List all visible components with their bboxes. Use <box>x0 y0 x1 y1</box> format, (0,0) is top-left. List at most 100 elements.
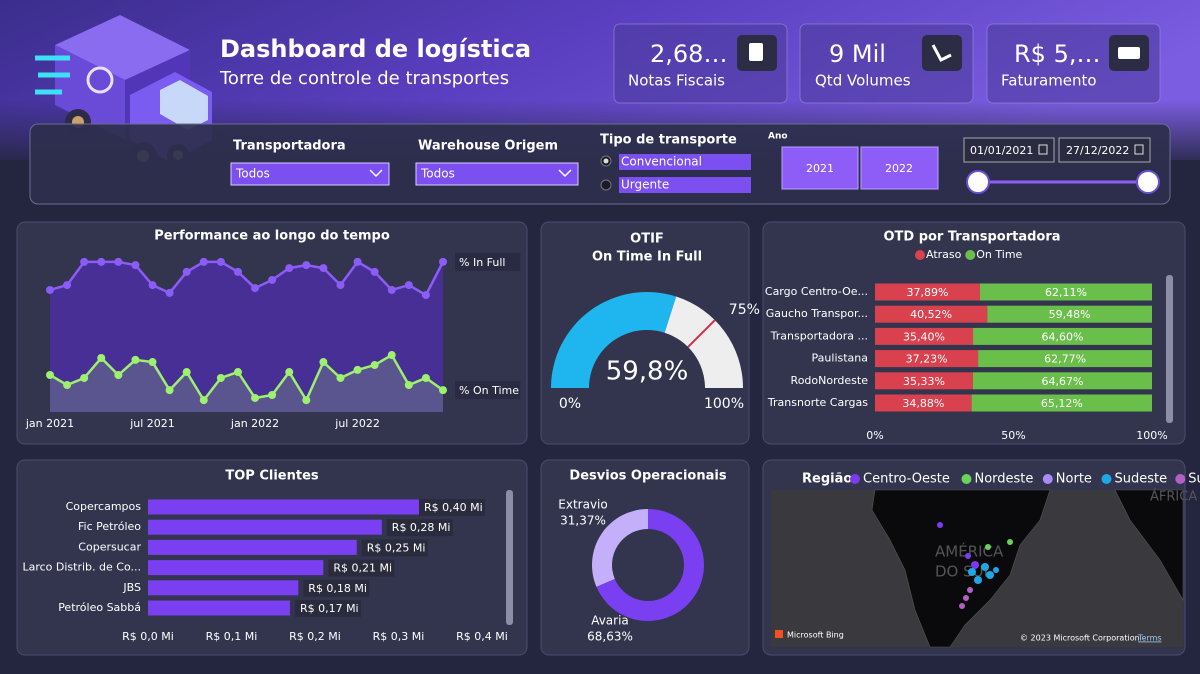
point <box>97 354 106 362</box>
point <box>216 257 225 266</box>
legend-dot <box>850 474 860 484</box>
point <box>199 396 208 405</box>
point <box>131 261 140 270</box>
slider-handle[interactable] <box>1136 170 1160 194</box>
value-label-bg <box>294 600 361 617</box>
date-input[interactable]: 01/01/2021 <box>963 137 1055 163</box>
point <box>387 285 396 294</box>
chart-title: Desvios Operacionais <box>569 469 726 484</box>
point <box>63 281 72 290</box>
x-tick-label: 100% <box>1136 429 1167 442</box>
radio-option[interactable]: Urgente <box>600 177 751 193</box>
value-label: 35,33% <box>903 375 945 388</box>
value-label-bg <box>328 559 395 577</box>
filter-label: Transportadora <box>233 139 346 154</box>
value-label: 64,67% <box>1041 375 1083 388</box>
value-label: 40,52% <box>910 308 952 321</box>
category-label: Larco Distrib. de Co... <box>22 561 141 574</box>
bar-segment <box>875 394 972 412</box>
point <box>165 386 174 395</box>
dropdown[interactable]: Todos <box>415 162 579 186</box>
radio-option[interactable]: Convencional <box>600 154 751 170</box>
point <box>182 368 191 377</box>
gauge-track <box>664 296 743 388</box>
point <box>97 257 106 266</box>
bar-segment <box>979 283 1152 301</box>
point <box>302 396 311 405</box>
map-terms[interactable]: Terms <box>1137 634 1162 643</box>
value-label: 37,23% <box>906 353 948 366</box>
point <box>421 373 430 382</box>
panel <box>16 459 528 656</box>
value-label: 62,11% <box>1045 286 1087 299</box>
point <box>404 381 413 389</box>
value-label-bg <box>361 539 428 557</box>
gauge-tick-label: 0% <box>559 396 581 412</box>
value-label-bg <box>386 519 453 537</box>
x-tick-label: R$ 0,3 Mi <box>373 630 425 643</box>
target-label: 75% <box>729 302 760 318</box>
category-label: Copercampos <box>66 500 142 513</box>
map: AMÉRICA DO SUL ÁFRICA Microsoft Bing © 2… <box>771 489 1197 648</box>
scrollbar[interactable] <box>1166 275 1173 423</box>
chart-title: Performance ao longo do tempo <box>154 229 390 244</box>
x-tick-label: jul 2021 <box>129 417 175 430</box>
legend-dot <box>1101 474 1112 484</box>
point <box>148 358 157 367</box>
kpi-card: 2,68… Notas Fiscais <box>613 23 788 104</box>
date-input[interactable]: 27/12/2022 <box>1058 137 1151 163</box>
point <box>404 281 413 290</box>
point <box>216 373 225 382</box>
value-label: 62,77% <box>1044 353 1086 366</box>
bar-segment <box>987 305 1152 323</box>
point <box>233 267 242 276</box>
series-label: % On Time <box>459 384 519 397</box>
map-label: ÁFRICA <box>1150 489 1197 505</box>
chart-title: OTIF <box>630 232 664 247</box>
year-button[interactable]: 2022 <box>860 146 939 190</box>
x-tick-label: jul 2022 <box>334 417 380 430</box>
point <box>439 257 447 266</box>
slice <box>592 509 648 587</box>
dropdown[interactable]: Todos <box>230 162 390 186</box>
subtitle: Torre de controle de transportes <box>219 68 509 89</box>
value-label: R$ 0,18 Mi <box>308 582 367 595</box>
category-label: Copersucar <box>78 540 141 553</box>
point <box>285 368 294 377</box>
point <box>114 257 123 266</box>
point <box>251 284 260 293</box>
category-label: Transportadora ... <box>770 329 868 342</box>
x-tick-label: R$ 0,0 Mi <box>122 630 174 643</box>
bar <box>148 499 482 515</box>
scrollbar[interactable] <box>506 490 513 625</box>
panel <box>540 459 750 656</box>
category-label: Gaucho Transpor... <box>766 307 868 320</box>
kpi-value: 9 Mil <box>829 40 886 68</box>
bar-segment <box>875 305 988 323</box>
value-label: 35,40% <box>903 330 945 343</box>
value-label: 59,48% <box>1049 308 1091 321</box>
point <box>353 365 362 374</box>
legend-dot <box>1175 474 1186 484</box>
legend-dot <box>965 250 976 260</box>
slider-handle[interactable] <box>966 170 990 194</box>
value-label: R$ 0,25 Mi <box>367 541 426 554</box>
bar-segment <box>875 350 979 368</box>
category-label: Cargo Centro-Oe... <box>765 285 868 298</box>
point <box>80 373 89 382</box>
filter-label: Ano <box>768 132 788 142</box>
bar-segment <box>973 327 1152 345</box>
area <box>50 355 443 412</box>
category-label: Fic Petróleo <box>78 520 141 533</box>
point <box>370 361 379 370</box>
value-label-bg <box>303 579 370 597</box>
point <box>63 381 72 389</box>
year-label: 2022 <box>885 162 913 175</box>
chart-title: TOP Clientes <box>225 469 319 484</box>
year-button[interactable]: 2021 <box>781 146 859 190</box>
kpi-card: R$ 5,… Faturamento <box>986 23 1161 104</box>
chart-title: OTD por Transportadora <box>883 230 1060 245</box>
bar <box>148 519 382 535</box>
